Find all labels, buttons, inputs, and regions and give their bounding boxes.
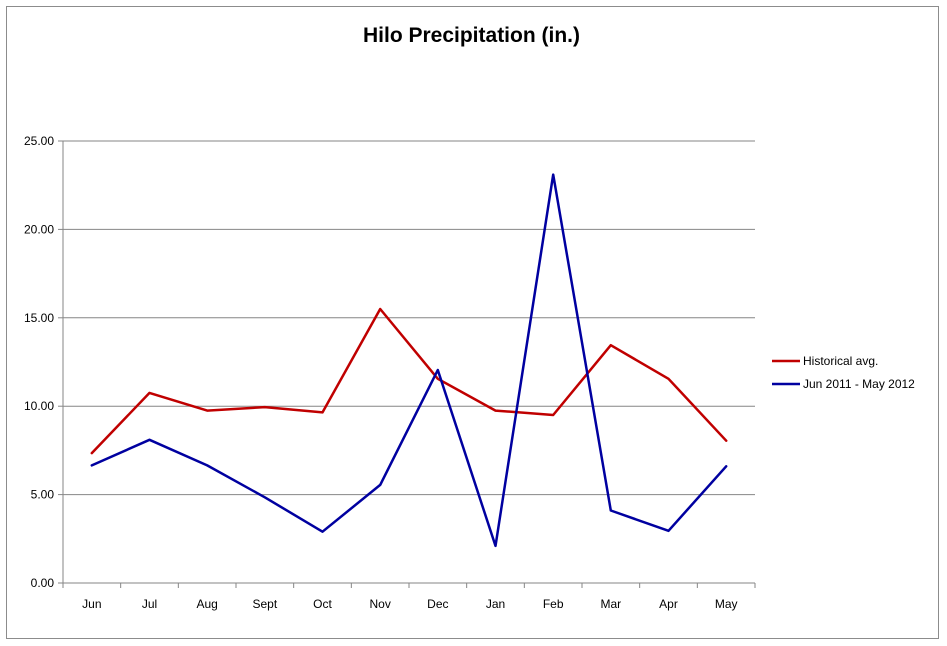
chart-title: Hilo Precipitation (in.) (362, 24, 580, 47)
y-tick-label: 5.00 (31, 488, 55, 502)
legend-label: Jun 2011 - May 2012 (803, 377, 915, 391)
x-tick-label: Aug (196, 597, 217, 611)
axes: 0.00 5.00 10.00 15.00 20.00 25.00 Jun Jul Aug Sep… (24, 134, 756, 611)
x-tick-label: May (715, 597, 738, 611)
x-tick-label: Oct (313, 597, 332, 611)
gridlines (63, 140, 755, 496)
y-tick-label: 0.00 (31, 576, 55, 590)
legend-label: Historical avg. (803, 354, 878, 368)
x-tick-label: Apr (659, 597, 678, 611)
x-tick-label: Sept (252, 597, 277, 611)
legend: Historical avg. Jun 2011 - May 2012 (772, 354, 915, 391)
y-tick-label: 25.00 (24, 134, 54, 148)
x-tick-label: Jun (82, 597, 101, 611)
x-tick-label: Dec (427, 597, 448, 611)
y-tick-label: 10.00 (24, 399, 54, 413)
series-line-jun-2011-may-2012 (90, 173, 728, 548)
x-tick-label: Jul (142, 597, 157, 611)
series-lines (90, 173, 728, 548)
y-tick-label: 15.00 (24, 311, 54, 325)
x-tick-label: Nov (369, 597, 390, 611)
x-tick-label: Jan (486, 597, 505, 611)
chart-frame (6, 6, 939, 639)
series-line-historical-avg (90, 307, 728, 455)
y-tick-label: 20.00 (24, 222, 54, 236)
x-tick-label: Feb (543, 597, 564, 611)
x-tick-label: Mar (600, 597, 621, 611)
